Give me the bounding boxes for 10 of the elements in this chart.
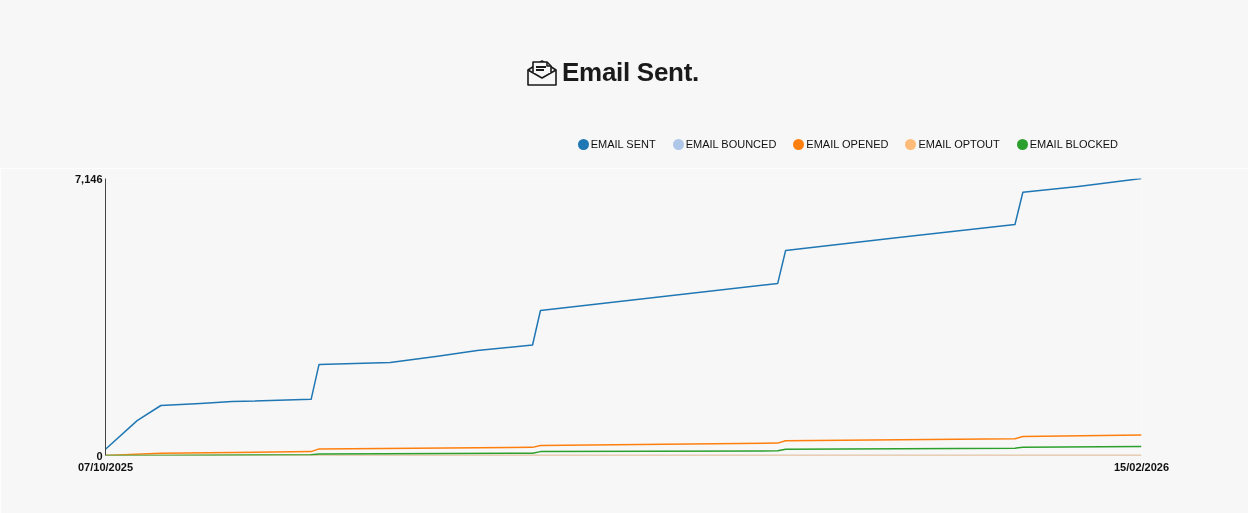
y-tick-label: 0 [96, 449, 103, 462]
legend-label: EMAIL BOUNCED [685, 137, 777, 153]
legend-label: EMAIL OPTOUT [918, 137, 1000, 153]
chart-title: Email Sent. [562, 56, 699, 90]
x-tick-label: 07/10/2025 [77, 460, 134, 473]
legend-label: EMAIL OPENED [806, 137, 889, 153]
legend-label: EMAIL SENT [590, 137, 656, 153]
x-tick-label: 15/02/2026 [1113, 460, 1170, 473]
y-tick-label: 7,146 [74, 172, 103, 185]
legend-label: EMAIL BLOCKED [1029, 137, 1118, 153]
